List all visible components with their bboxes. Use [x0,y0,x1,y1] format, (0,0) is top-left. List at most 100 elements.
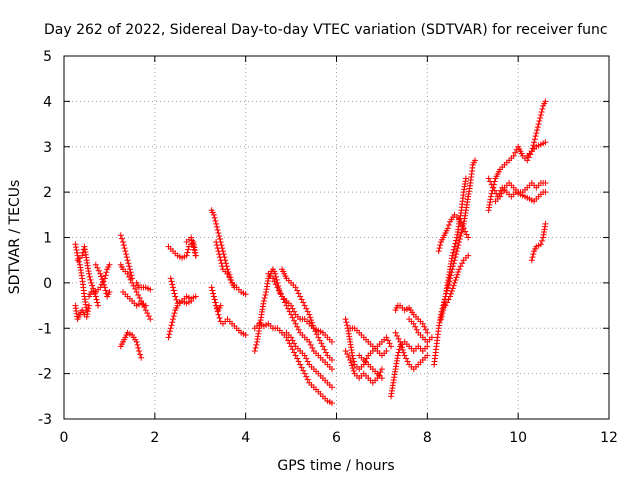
data-point [532,133,539,140]
data-point [209,287,216,294]
data-point [328,366,335,373]
x-tick-label: 12 [600,430,618,446]
data-point [93,296,100,303]
data-point [537,241,544,248]
data-point [210,293,217,300]
data-point [218,260,225,267]
data-point [85,302,92,309]
data-point [500,187,507,194]
data-point [295,290,302,297]
data-point [94,299,101,306]
data-point [189,240,196,247]
data-point [363,355,370,362]
data-point [534,124,541,131]
data-point [170,287,177,294]
data-point [72,244,79,251]
data-point [528,257,535,264]
data-point [350,367,357,374]
data-point [211,296,218,303]
data-point [400,349,407,356]
data-point [294,287,301,294]
data-point [458,229,465,236]
data-point [386,340,393,347]
data-point [383,334,390,341]
data-point [133,338,140,345]
data-point [304,308,311,315]
data-point [208,284,215,291]
data-point [127,276,134,283]
data-point [542,98,549,105]
data-point [538,108,545,115]
data-point [191,246,198,253]
data-point [120,242,127,249]
data-point [100,278,107,285]
data-point [274,284,281,291]
data-point [167,325,174,332]
data-point [378,366,385,373]
data-point [445,296,452,303]
data-point [450,282,457,289]
data-point [454,271,461,278]
data-point [283,302,290,309]
data-point [170,313,177,320]
data-point [445,222,452,229]
data-point [428,334,435,341]
y-tick-label: -2 [38,367,52,383]
data-point [300,367,307,374]
data-point [192,293,199,300]
data-point [377,369,384,376]
data-point [307,341,314,348]
data-point [413,326,420,333]
data-point [286,308,293,315]
data-point [487,178,494,185]
y-axis-label: SDTVAR / TECUs [7,180,23,295]
data-point [183,252,190,259]
data-point [141,304,148,311]
data-point [172,293,179,300]
data-point [275,287,282,294]
x-axis-label: GPS time / hours [277,458,394,474]
data-point [137,351,144,358]
data-point [304,358,311,365]
data-point [530,251,537,258]
data-point [395,349,402,356]
data-point [166,331,173,338]
data-point [94,264,101,271]
data-point [212,217,219,224]
data-point [491,187,498,194]
data-point [76,258,83,265]
data-point [309,322,316,329]
data-point [135,347,142,354]
data-point [438,313,445,320]
data-point [226,273,233,280]
data-point [123,254,130,261]
data-point [404,358,411,365]
data-point [135,344,142,351]
data-point [292,320,299,327]
data-point [295,358,302,365]
data-point [444,299,451,306]
data-point [306,338,313,345]
data-point [121,245,128,252]
y-tick-label: 4 [43,94,52,110]
data-point [190,243,197,250]
data-point [350,355,357,362]
data-point [421,323,428,330]
data-point [86,273,93,280]
data-point [465,234,472,241]
data-point [294,323,301,330]
data-point [497,193,503,200]
data-point [463,231,470,238]
data-point [75,255,82,262]
data-point [127,269,134,276]
data-point [269,275,276,282]
data-point [460,225,467,232]
data-point [291,340,298,347]
data-point [303,373,310,380]
data-point [133,288,140,295]
data-point [450,249,457,256]
data-point [145,313,152,320]
data-point [529,145,536,152]
data-point [95,302,102,309]
